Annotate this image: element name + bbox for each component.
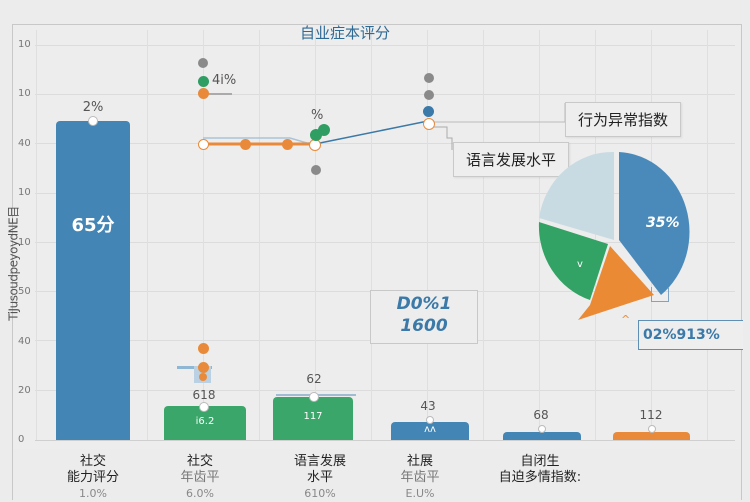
x-axis-line [35,440,735,441]
bar-extra[interactable] [613,432,690,440]
marker-dot-orange [198,343,209,354]
y-tick: 10 [18,237,31,248]
summary-line-2: 1600 [400,316,448,336]
bar-inner-label: 65分 [71,215,115,236]
bar-inner-label: ʌʌ [424,424,436,435]
pie-chart[interactable] [530,150,700,330]
x-label: 语言发展 水平 610% [270,454,370,502]
marker-dot-orange [199,373,207,381]
bar-knob [309,392,319,402]
marker-dot-gray [198,58,208,68]
bar-knob [199,402,209,412]
annotation-pct: % [311,108,324,123]
pie-leader-box [651,287,669,302]
x-label-line: 能力评分 [66,470,119,485]
gridline [315,30,316,440]
gridline [259,30,260,440]
line-point[interactable] [423,118,435,130]
x-label-pct: E.U% [405,487,435,500]
y-tick: 50 [18,286,31,297]
pie-label-green: v [577,259,583,270]
gridline [35,45,735,46]
y-tick: 10 [18,187,31,198]
marker-dot-orange [198,362,209,373]
pie-caret: ^ [621,313,631,326]
marker-dot-gray [424,90,434,100]
gridline [483,30,484,440]
bar-social-ability[interactable]: 65分 [56,121,130,440]
bar-inner-label: i6.2 [195,416,215,427]
gridline [707,30,708,440]
bar-social-expansion[interactable]: ʌʌ [391,422,469,440]
gridline [147,30,148,440]
x-label: 社交 年齿平 6.0% [155,454,245,502]
summary-number-box: D0%1 1600 [370,290,478,344]
y-tick: 10 [18,88,31,99]
bar-top-label: 2% [82,100,104,115]
x-label: 社展 年齿平 E.U% [380,454,460,502]
line-point[interactable] [240,139,251,150]
gridline [595,30,596,440]
x-label-line: 年齿平 [180,470,220,485]
x-label-pct: 6.0% [186,487,214,500]
bar-autism-index[interactable] [503,432,581,440]
gridline [35,143,735,144]
gridline [36,30,37,440]
gridline [35,193,735,194]
summary-line-1: D0%1 [396,294,452,314]
callout-behavior-index: 行为异常指数 [565,102,682,137]
x-axis-label-area [12,449,742,500]
x-label: 社交 能力评分 1.0% [48,454,138,502]
pie-label-blue: 35% [646,215,680,231]
x-label-line: 自闭生 [520,454,560,469]
annotation-pct: 4i% [212,73,237,88]
gridline [35,242,735,243]
y-tick: 10 [18,39,31,50]
gridline [203,30,204,440]
x-label-line: 社交 [186,454,213,469]
y-tick: 0 [18,434,25,445]
x-label-line: 社交 [79,454,106,469]
gridline [35,390,735,391]
bar-language[interactable]: 117 [273,397,353,440]
marker-dot-green [198,76,209,87]
bar-knob [648,425,656,433]
y-tick: 40 [18,336,31,347]
x-label-line: 语言发展 [293,454,346,469]
x-label-pct: 1.0% [79,487,107,500]
bar-top-label: 68 [533,408,549,422]
marker-dot-green [318,124,330,136]
y-tick: 40 [18,138,31,149]
x-label-line: 自迫多情指数: [498,470,582,485]
gridline [35,94,735,95]
bar-knob [426,416,434,424]
pie-pct-box: 02%913% [638,320,743,350]
marker-dot-gray [424,73,434,83]
x-label-line: 年齿平 [400,470,440,485]
line-point[interactable] [198,139,209,150]
y-tick: 20 [18,385,31,396]
x-label-pct: 610% [304,487,336,500]
x-label: 自闭生 自迫多情指数: [475,454,605,486]
bar-knob [538,425,546,433]
bar-top-label: 618 [192,388,216,402]
gridline [371,30,372,440]
line-point[interactable] [282,139,293,150]
x-label-line: 社展 [406,454,433,469]
gridline [427,30,428,440]
bar-inner-label: 117 [303,411,323,422]
callout-language-level: 语言发展水平 [453,142,570,177]
bar-top-label: 43 [420,399,436,413]
bar-top-label: 112 [639,408,663,422]
x-label-line: 水平 [306,470,333,485]
bar-knob [88,116,98,126]
marker-dot-gray [311,165,321,175]
bar-top-label: 62 [306,372,322,386]
marker-dot-blue [423,106,434,117]
chart-title: 自业症本评分 [300,24,391,42]
marker-dot-orange [198,88,209,99]
